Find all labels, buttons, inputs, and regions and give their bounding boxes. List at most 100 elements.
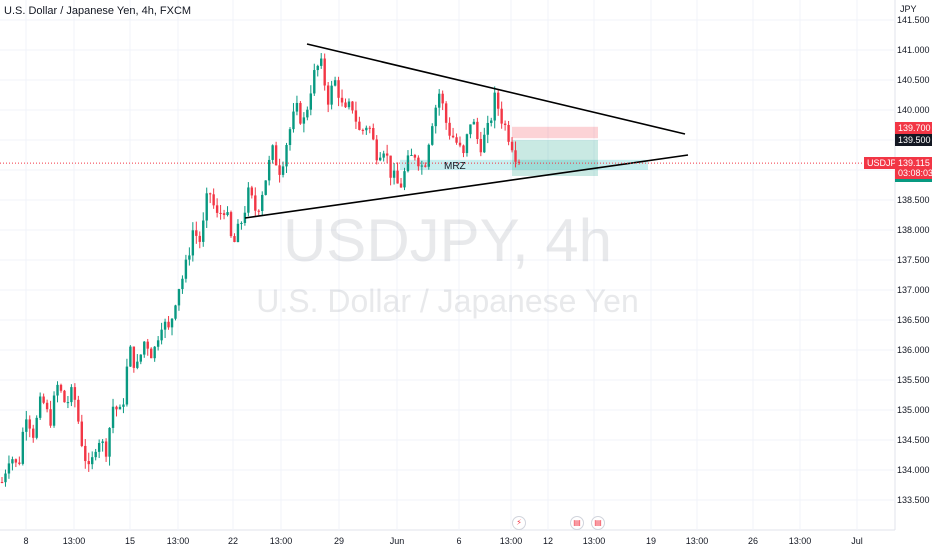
candle-body [198, 235, 201, 242]
candle-body [281, 166, 285, 175]
bar-countdown: 03:08:03 [898, 168, 932, 178]
x-tick-label: 13:00 [166, 536, 190, 546]
candle-body [28, 419, 31, 429]
current-price-value: 139.115 [898, 158, 930, 168]
y-tick-label: 136.000 [897, 345, 930, 355]
candle-body [156, 340, 160, 347]
candle-body [295, 102, 299, 112]
candle-body [146, 341, 149, 349]
candle-body [108, 427, 111, 457]
price-label: 139.700 [895, 122, 932, 134]
candle-body [254, 195, 257, 211]
candle-body [469, 124, 472, 135]
candle-body [45, 402, 49, 410]
candle-body [451, 135, 455, 138]
candle-body [434, 107, 437, 127]
candle-body [437, 93, 441, 108]
candle-body [365, 127, 368, 131]
candle-body [444, 103, 448, 123]
candle-body [448, 122, 451, 136]
candle-body [330, 85, 333, 105]
candle-body [514, 150, 517, 162]
candle-body [292, 111, 295, 130]
candle-body [455, 137, 458, 143]
candle-body [250, 187, 254, 196]
candle-body [299, 102, 302, 124]
candle-body [493, 92, 496, 121]
candle-body [21, 431, 25, 464]
candle-body [11, 459, 14, 464]
candle-body [507, 124, 510, 142]
candle-body [136, 361, 139, 368]
candle-body [132, 346, 136, 368]
y-tick-label: 141.000 [897, 45, 930, 55]
candle-body [219, 212, 222, 214]
us-flag-event-icon[interactable]: ▤ [570, 516, 584, 530]
candle-body [337, 80, 340, 98]
candle-body [4, 473, 7, 483]
y-tick-label: 135.000 [897, 405, 930, 415]
candle-body [486, 122, 489, 135]
candle-body [49, 409, 52, 426]
candle-body [326, 85, 330, 105]
position-zones [400, 126, 648, 176]
mrz-zone [400, 159, 648, 170]
stop-loss-zone [512, 126, 598, 139]
watermark-description: U.S. Dollar / Japanese Yen [256, 283, 639, 319]
lightning-event-icon[interactable]: ⚡ [512, 516, 526, 530]
y-tick-label: 135.500 [897, 375, 930, 385]
x-tick-label: 12 [542, 536, 554, 546]
candle-body [94, 451, 97, 458]
x-tick-label: 29 [333, 536, 345, 546]
candle-body [424, 165, 427, 167]
axis-unit: JPY [900, 4, 917, 14]
candle-body [212, 194, 215, 206]
candle-body [73, 387, 77, 400]
candle-body [150, 348, 153, 359]
candle-body [70, 387, 73, 403]
candle-body [170, 318, 174, 328]
candle-body [125, 366, 129, 405]
candle-body [139, 354, 142, 362]
candle-body [101, 441, 104, 443]
candle-body [458, 142, 462, 146]
candle-body [25, 419, 28, 432]
candle-body [42, 396, 45, 403]
candle-body [174, 305, 177, 319]
us-flag-event-icon[interactable]: ▤ [591, 516, 605, 530]
candle-body [340, 97, 344, 103]
candle-body [63, 390, 66, 403]
candle-body [479, 139, 483, 153]
candle-body [188, 255, 191, 260]
candle-body [385, 153, 389, 156]
candle-body [195, 230, 198, 236]
candle-body [35, 417, 38, 438]
candle-body [382, 153, 385, 158]
take-profit-zone [512, 140, 598, 176]
candle-body [379, 157, 382, 161]
candle-body [229, 212, 233, 237]
candle-body [368, 127, 371, 129]
candle-body [278, 165, 281, 175]
candle-body [323, 58, 326, 86]
candle-body [351, 101, 354, 111]
y-tick-label: 137.500 [897, 255, 930, 265]
candle-body [375, 139, 378, 161]
candle-body [347, 101, 351, 108]
candle-body [264, 180, 267, 195]
y-tick-label: 140.000 [897, 105, 930, 115]
x-tick-label: 13:00 [685, 536, 709, 546]
candle-body [490, 120, 493, 123]
candle-body [427, 144, 430, 167]
x-tick-label: 13:00 [788, 536, 812, 546]
candle-body [396, 170, 399, 184]
candle-body [240, 222, 243, 224]
candle-body [462, 145, 465, 154]
candle-body [32, 428, 35, 438]
candle-body [288, 129, 292, 146]
candle-body [208, 193, 212, 195]
candle-body [104, 441, 108, 457]
candle-body [215, 205, 219, 213]
candle-body [87, 461, 90, 465]
